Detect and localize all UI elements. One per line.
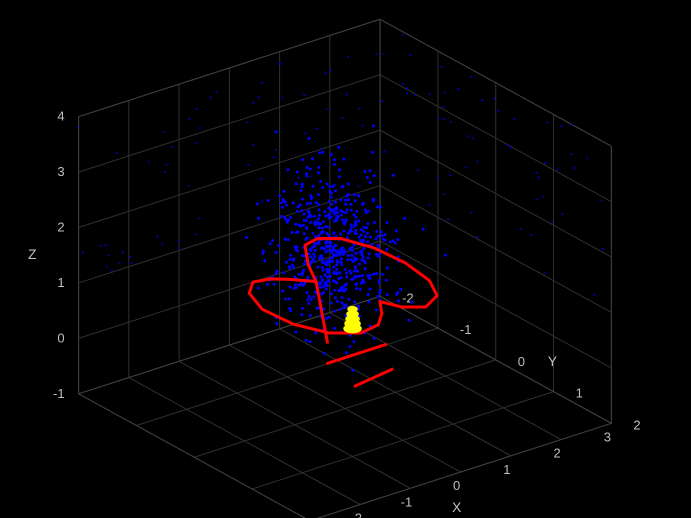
svg-text:2: 2 <box>554 446 561 461</box>
svg-text:1: 1 <box>503 462 510 477</box>
svg-text:3: 3 <box>57 164 64 179</box>
svg-text:1: 1 <box>576 386 583 401</box>
svg-text:0: 0 <box>518 354 525 369</box>
svg-text:3: 3 <box>604 429 611 444</box>
svg-text:Y: Y <box>548 353 558 369</box>
3d-scatter-plot: -3-2-10123-2-1012-101234XYZ <box>0 0 691 518</box>
svg-text:-1: -1 <box>401 494 413 509</box>
svg-text:-2: -2 <box>350 510 362 518</box>
wall-projection <box>78 34 604 295</box>
svg-text:0: 0 <box>453 478 460 493</box>
svg-text:-1: -1 <box>53 386 65 401</box>
svg-text:X: X <box>452 499 462 515</box>
svg-text:4: 4 <box>57 109 64 124</box>
svg-text:2: 2 <box>57 220 64 235</box>
svg-text:2: 2 <box>633 417 640 432</box>
svg-text:1: 1 <box>57 275 64 290</box>
svg-text:Z: Z <box>28 246 37 262</box>
svg-text:0: 0 <box>57 330 64 345</box>
svg-text:-1: -1 <box>460 322 472 337</box>
